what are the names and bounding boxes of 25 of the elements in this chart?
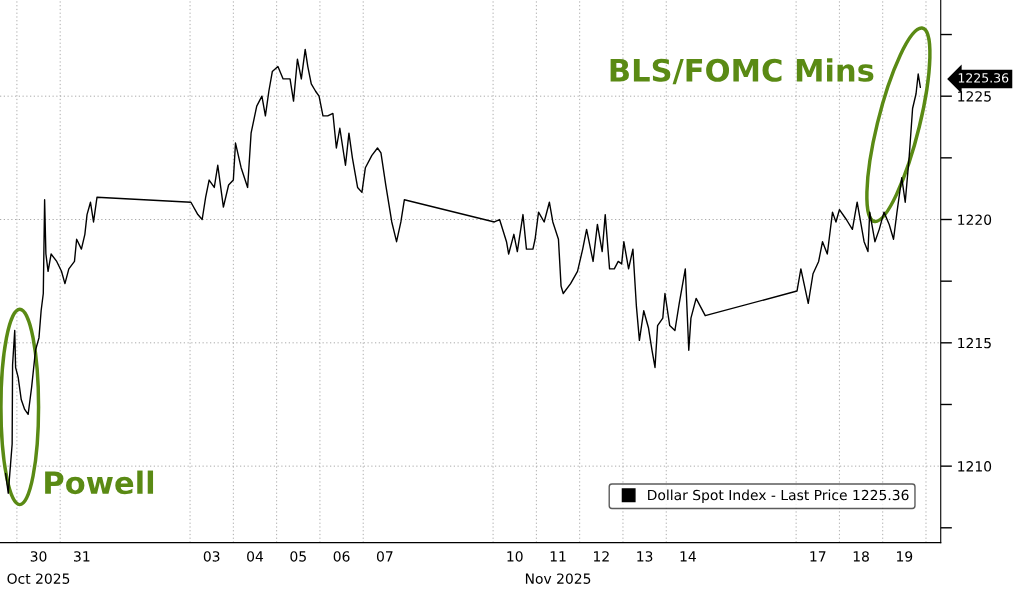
x-tick-label: 19 bbox=[897, 551, 913, 562]
text: Nov 2025 bbox=[525, 573, 591, 584]
x-tick-label: 06 bbox=[333, 551, 350, 562]
legend-label: Dollar Spot Index - Last Price 1225.36 bbox=[648, 489, 909, 503]
y-tick-label: 1215 bbox=[958, 337, 991, 349]
text: 1225.36 bbox=[958, 73, 1009, 83]
x-tick-label: 14 bbox=[680, 551, 696, 562]
x-tick-label: 12 bbox=[594, 551, 609, 562]
x-tick-label: 13 bbox=[637, 551, 653, 562]
x-tick-label: 05 bbox=[290, 551, 306, 562]
x-tick-label: 03 bbox=[203, 551, 220, 562]
y-tick-label: 1210 bbox=[958, 461, 992, 472]
x-tick-label: 04 bbox=[247, 551, 264, 562]
y-tick-label: 1225 bbox=[958, 91, 991, 102]
x-tick-label: 31 bbox=[74, 551, 90, 562]
annotation: BLS/FOMC Mins bbox=[610, 58, 874, 85]
x-tick-label: 17 bbox=[810, 551, 826, 562]
y-tick-label: 1220 bbox=[958, 214, 992, 225]
text: Oct 2025 bbox=[7, 573, 70, 584]
x-tick-label: 10 bbox=[507, 551, 523, 562]
x-tick-label: 11 bbox=[550, 551, 566, 562]
x-tick-label: 30 bbox=[30, 551, 47, 562]
x-tick-label: 07 bbox=[376, 551, 393, 562]
x-tick-label: 18 bbox=[853, 551, 869, 562]
annotation: Powell bbox=[45, 470, 154, 495]
